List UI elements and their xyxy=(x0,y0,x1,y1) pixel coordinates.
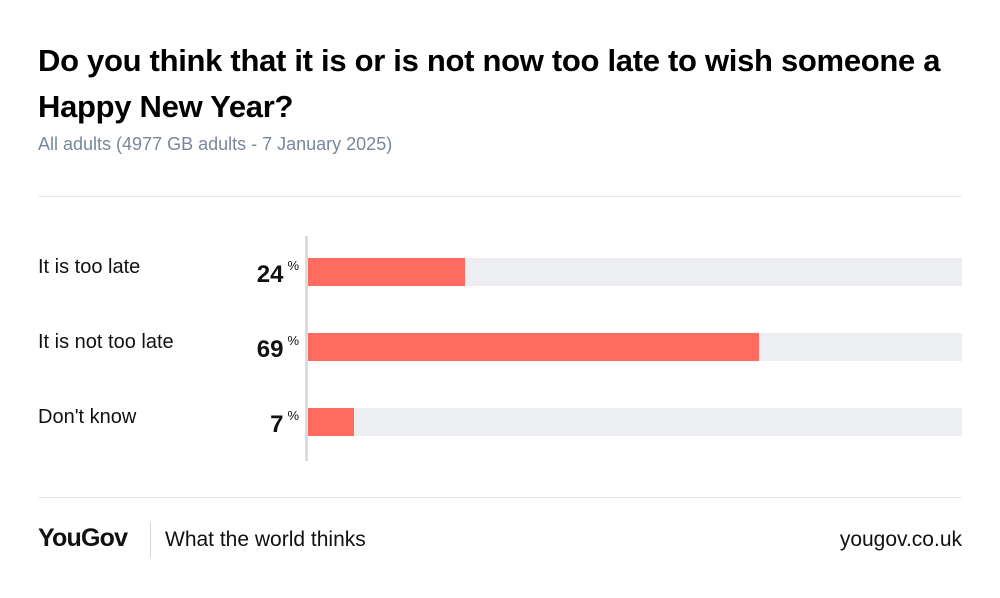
bar-track xyxy=(308,258,962,286)
axis-line xyxy=(305,236,308,461)
yougov-logo: YouGov xyxy=(38,524,128,552)
data-label-unit: % xyxy=(287,258,299,273)
data-label-unit: % xyxy=(287,333,299,348)
data-label: 69% xyxy=(200,333,299,364)
bar-track xyxy=(308,333,962,361)
bar xyxy=(308,408,354,436)
bar-row: Don't know 7% xyxy=(0,380,1000,440)
bar-row: It is too late 24% xyxy=(0,230,1000,290)
footer-tagline: What the world thinks xyxy=(165,528,366,551)
bar-row: It is not too late 69% xyxy=(0,305,1000,365)
chart-subtitle: All adults (4977 GB adults - 7 January 2… xyxy=(38,134,393,154)
bar-chart: It is too late 24% It is not too late 69% Do… xyxy=(0,230,1000,470)
footer-divider xyxy=(150,522,151,558)
category-label: It is not too late xyxy=(38,331,174,353)
bar-track xyxy=(308,408,962,436)
data-label: 7% xyxy=(200,408,299,439)
bar xyxy=(308,258,465,286)
data-label: 24% xyxy=(200,258,299,289)
chart-title: Do you think that it is or is not now to… xyxy=(38,43,941,124)
data-label-value: 7 xyxy=(270,411,284,438)
data-label-value: 24 xyxy=(256,261,284,288)
category-label: It is too late xyxy=(38,256,141,278)
category-label: Don't know xyxy=(38,406,137,428)
data-label-unit: % xyxy=(287,408,299,423)
bar xyxy=(308,333,759,361)
data-label-value: 69 xyxy=(256,336,284,363)
top-divider xyxy=(38,196,962,197)
bottom-divider xyxy=(38,497,962,498)
footer-url[interactable]: yougov.co.uk xyxy=(839,528,962,551)
